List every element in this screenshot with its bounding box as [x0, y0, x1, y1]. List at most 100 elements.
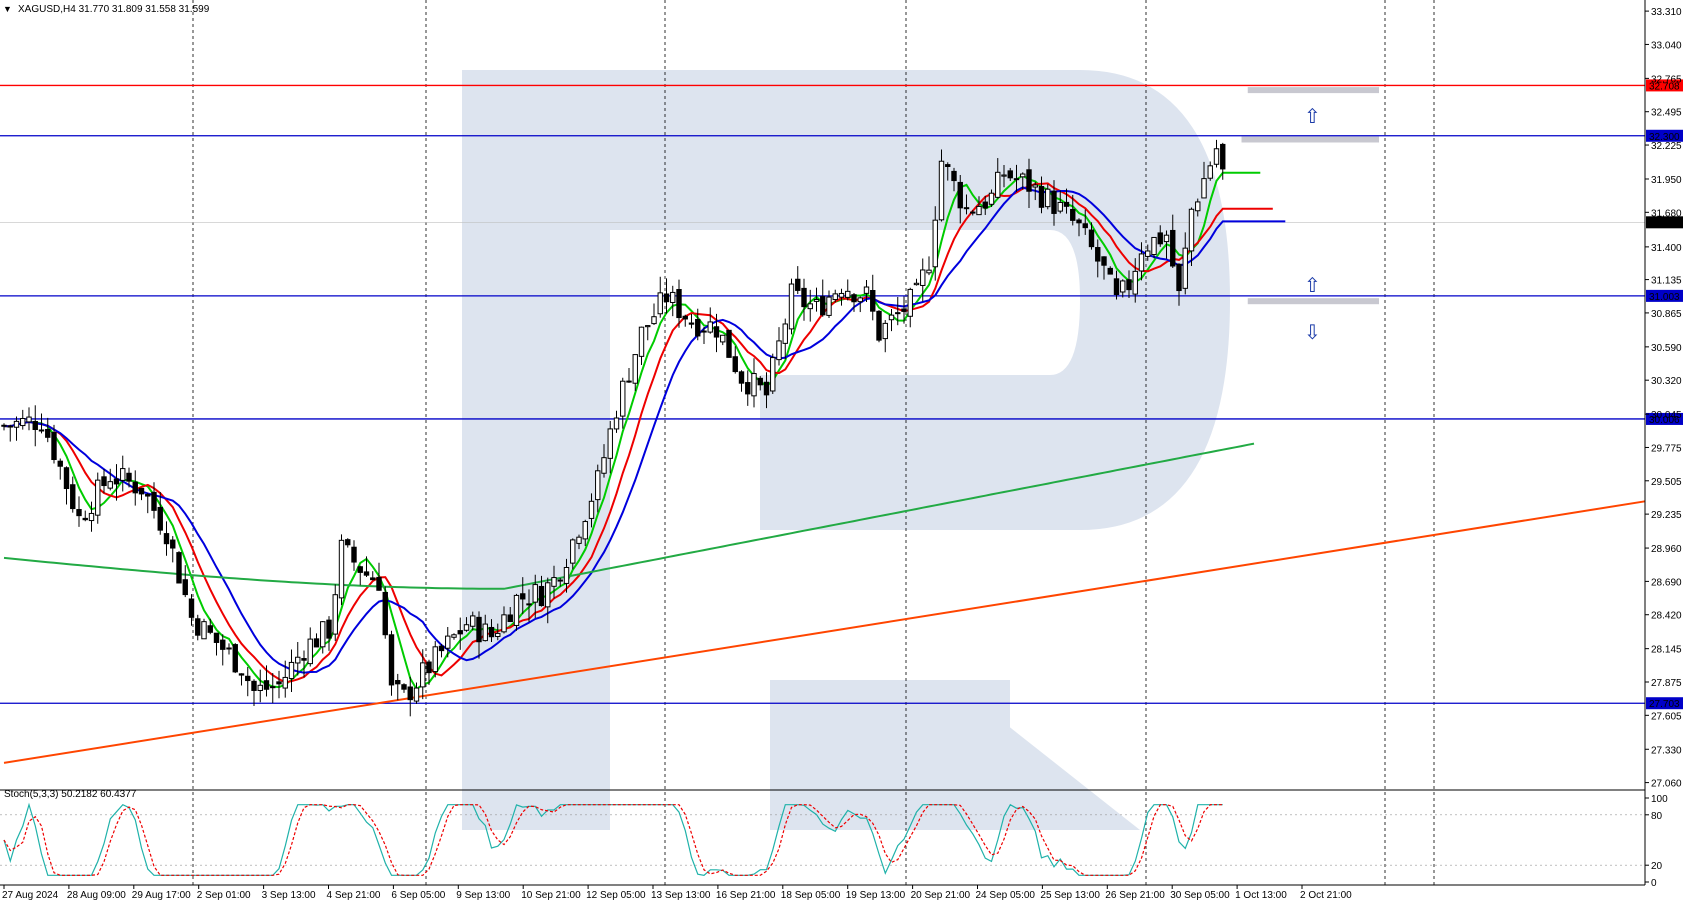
candle-body	[670, 291, 676, 303]
candle-body	[651, 316, 657, 325]
time-label: 12 Sep 05:00	[586, 890, 646, 901]
candle-body	[1195, 201, 1201, 212]
candle-body	[613, 417, 620, 430]
price-tick-label: 31.135	[1651, 276, 1682, 287]
candle-body	[426, 661, 432, 674]
time-label: 9 Sep 13:00	[456, 890, 510, 901]
candle-body	[32, 421, 38, 431]
candle-body	[820, 296, 826, 316]
candle-body	[507, 614, 513, 623]
price-tick-label: 30.590	[1651, 343, 1682, 354]
time-label: 3 Sep 13:00	[262, 890, 316, 901]
candle-body	[1132, 270, 1138, 295]
level-tag	[1646, 79, 1683, 92]
time-label: 25 Sep 13:00	[1040, 890, 1100, 901]
candle-body	[857, 297, 863, 303]
stochastic-panel: 100 80 20 0	[0, 794, 1668, 889]
candle-body	[351, 546, 357, 563]
candle-body	[1151, 236, 1157, 256]
time-label: 20 Sep 21:00	[911, 890, 971, 901]
candle-body	[1013, 178, 1020, 181]
candle-body	[882, 322, 888, 340]
candle-body	[901, 308, 907, 312]
candle-body	[607, 428, 613, 459]
candle-body	[626, 380, 632, 383]
candle-body	[920, 269, 926, 286]
candle-body	[657, 292, 663, 315]
candle-body	[601, 457, 607, 474]
candle-body	[1220, 143, 1226, 170]
candle-body	[726, 329, 732, 358]
stoch-tick-label: 80	[1651, 811, 1663, 822]
price-tick-label: 33.040	[1651, 40, 1682, 51]
time-label: 27 Aug 2024	[2, 890, 59, 901]
candle-body	[363, 571, 370, 576]
candle-body	[163, 533, 170, 545]
candle-body	[7, 425, 13, 428]
candle-body	[432, 646, 438, 673]
candle-body	[95, 479, 101, 516]
target-zones	[1241, 87, 1379, 305]
level-label: 31.003	[1649, 292, 1680, 303]
candle-body	[213, 632, 220, 643]
candle-body	[151, 491, 157, 511]
candle-body	[982, 201, 988, 209]
candle-body	[132, 481, 138, 494]
candle-body	[788, 283, 795, 330]
candle-body	[201, 621, 207, 640]
candle-body	[807, 303, 813, 310]
candle-body	[345, 539, 351, 546]
candle-body	[538, 585, 545, 607]
candle-body	[520, 593, 526, 600]
candle-body	[688, 322, 695, 325]
candle-body	[1213, 148, 1220, 165]
candle-body	[126, 472, 132, 482]
candle-body	[420, 662, 426, 688]
candle-body	[745, 382, 751, 395]
candle-body	[370, 577, 376, 581]
candle-body	[470, 615, 476, 627]
candle-body	[307, 638, 313, 665]
time-label: 1 Oct 13:00	[1235, 890, 1287, 901]
candle-body	[795, 278, 801, 291]
candle-body	[645, 325, 651, 328]
level-label: 30.006	[1649, 415, 1680, 426]
candle-body	[845, 290, 851, 298]
time-label: 13 Sep 13:00	[651, 890, 711, 901]
candle-body	[888, 314, 895, 321]
current-price-tag	[1646, 216, 1683, 229]
candle-body	[1101, 256, 1107, 266]
price-tick-label: 29.505	[1651, 477, 1682, 488]
candle-body	[220, 639, 226, 650]
stoch-tick-label: 0	[1651, 878, 1657, 889]
candle-body	[301, 658, 307, 661]
candle-body	[51, 432, 57, 460]
candle-body	[101, 476, 107, 487]
candle-body	[826, 296, 832, 316]
candle-body	[476, 616, 482, 643]
candle-body	[63, 467, 70, 490]
candle-body	[501, 614, 507, 633]
price-tick-label: 28.690	[1651, 577, 1682, 588]
candle-body	[120, 468, 126, 481]
candle-body	[157, 506, 163, 531]
candle-body	[1176, 263, 1182, 292]
price-tick-label: 30.045	[1651, 410, 1682, 421]
candle-body	[957, 181, 963, 209]
triangle-down-icon[interactable]: ▼	[3, 4, 12, 14]
candle-body	[926, 269, 932, 274]
candle-body	[376, 576, 382, 591]
candle-body	[138, 487, 145, 495]
candle-body	[482, 623, 488, 642]
candle-body	[551, 577, 557, 587]
candle-body	[438, 645, 445, 652]
level-tag	[1646, 697, 1683, 710]
forecast-arrows: ⇧ ⇧ ⇩	[1304, 106, 1321, 344]
candle-body	[270, 686, 276, 689]
candle-body	[176, 552, 182, 584]
time-label: 10 Sep 21:00	[521, 890, 581, 901]
candle-body	[1038, 186, 1045, 208]
time-label: 26 Sep 21:00	[1105, 890, 1165, 901]
